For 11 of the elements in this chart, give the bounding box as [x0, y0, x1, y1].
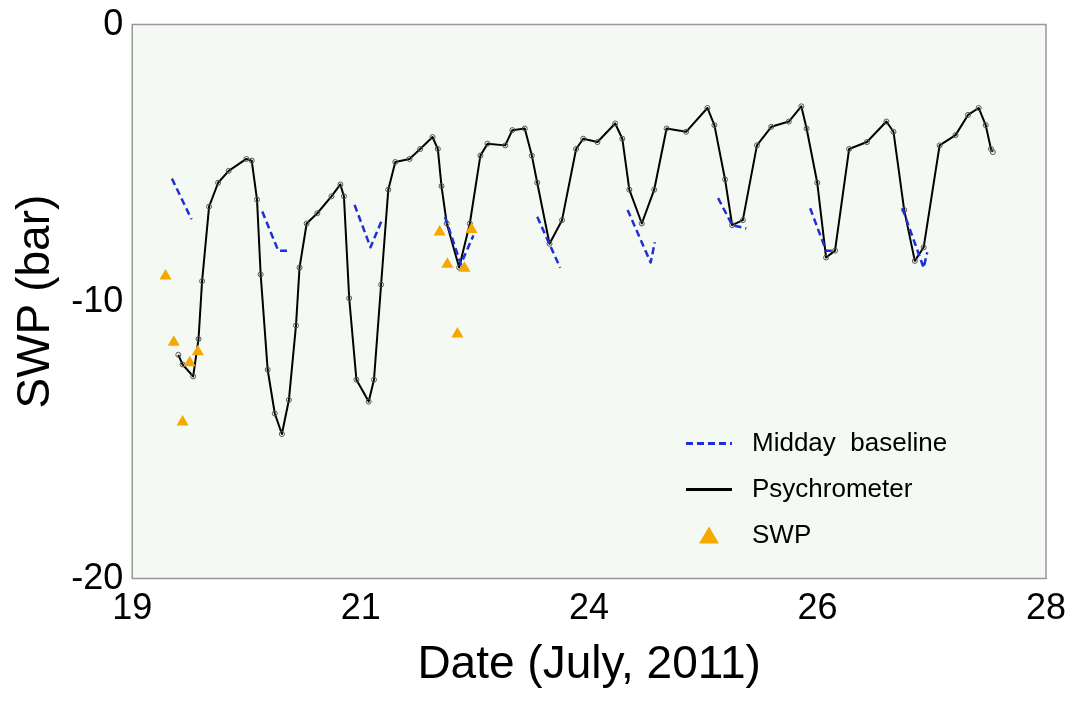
- x-tick-label: 28: [1025, 586, 1067, 628]
- legend-label: SWP: [752, 518, 812, 549]
- legend-label: Midday baseline: [752, 426, 948, 457]
- y-tick-label: -10: [71, 278, 124, 320]
- x-tick-label: 21: [340, 586, 381, 628]
- x-axis-title: Date (July, 2011): [417, 636, 761, 689]
- x-tick-label: 24: [569, 586, 610, 628]
- y-axis-title: SWP (bar): [7, 194, 60, 409]
- y-tick-label: 0: [103, 1, 124, 43]
- x-tick-label: 26: [797, 586, 838, 628]
- legend-label: Psychrometer: [752, 472, 913, 503]
